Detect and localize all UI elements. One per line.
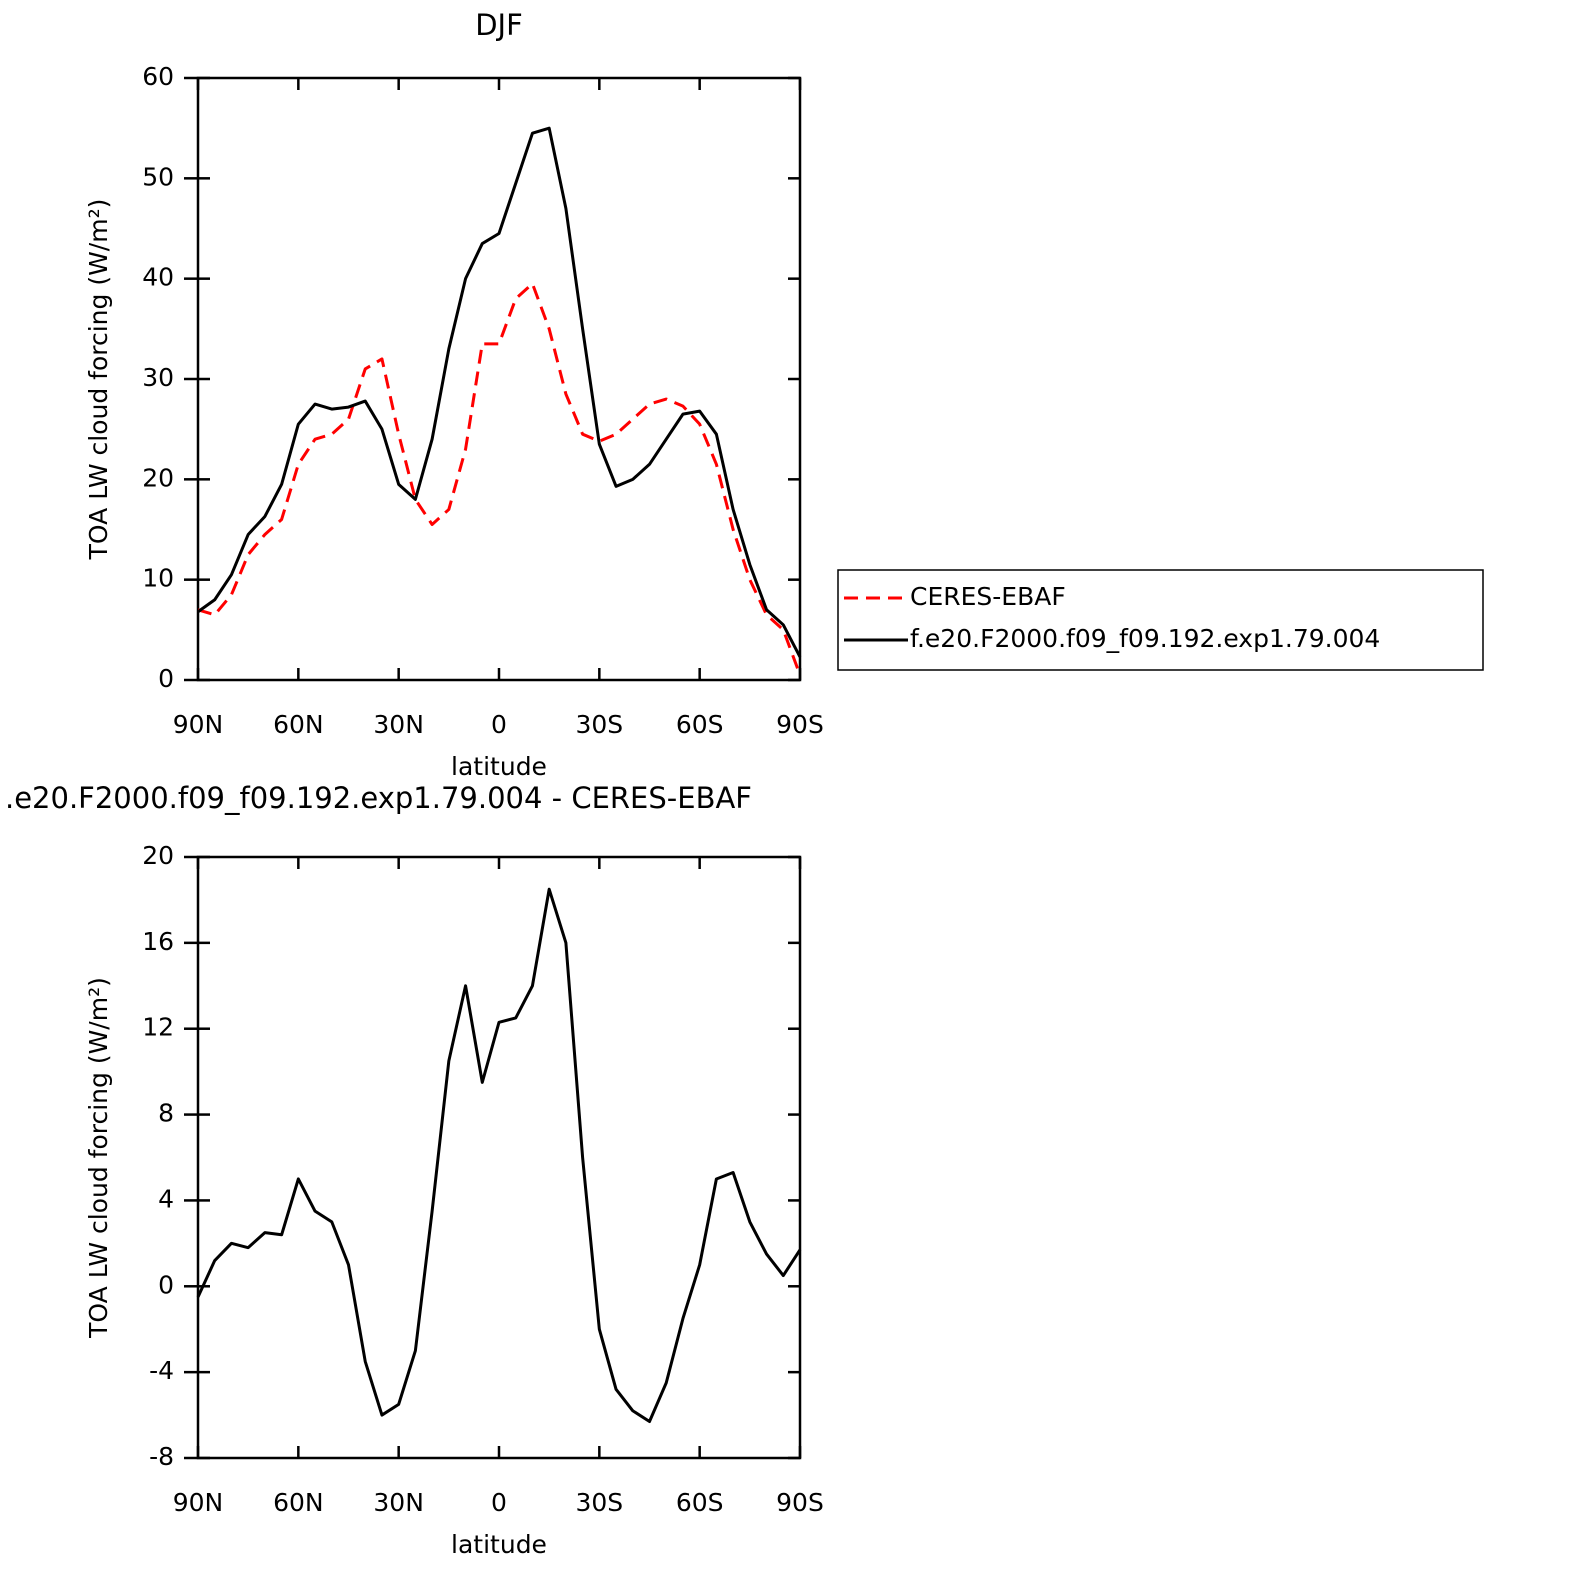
y-tick-label: 0: [158, 1270, 174, 1299]
y-axis-label: TOA LW cloud forcing (W/m²): [84, 977, 113, 1339]
y-tick-label: 20: [142, 841, 174, 870]
x-tick-label: 60N: [273, 1488, 324, 1517]
y-tick-label: 60: [142, 62, 174, 91]
x-tick-label: 30N: [373, 1488, 424, 1517]
legend-label: CERES-EBAF: [910, 582, 1066, 611]
chart-title: DJF: [475, 8, 523, 42]
y-tick-label: 8: [158, 1099, 174, 1128]
x-axis-label: latitude: [451, 1530, 547, 1559]
y-tick-label: -4: [149, 1356, 174, 1385]
x-tick-label: 60S: [676, 1488, 724, 1517]
y-axis-label: TOA LW cloud forcing (W/m²): [84, 199, 113, 561]
data-line: [196, 887, 802, 1424]
y-tick-label: 50: [142, 162, 174, 191]
y-tick-label: 4: [158, 1184, 174, 1213]
legend-box: [837, 569, 1484, 671]
data-line: [197, 126, 802, 658]
y-tick-label: 12: [142, 1013, 174, 1042]
x-tick-label: 30S: [575, 710, 623, 739]
chart-title: .e20.F2000.f09_f09.192.exp1.79.004 - CER…: [5, 781, 752, 815]
x-tick-label: 30S: [575, 1488, 623, 1517]
y-tick-label: -8: [149, 1442, 174, 1471]
y-tick-label: 20: [142, 463, 174, 492]
x-tick-label: 90N: [173, 1488, 224, 1517]
plot-frame: [196, 76, 802, 682]
x-tick-label: 60N: [273, 710, 324, 739]
x-tick-label: 30N: [373, 710, 424, 739]
y-tick-label: 40: [142, 263, 174, 292]
data-line: [197, 282, 802, 676]
y-tick-label: 0: [158, 664, 174, 693]
y-tick-label: 10: [142, 564, 174, 593]
x-tick-label: 90S: [776, 710, 824, 739]
y-tick-label: 16: [142, 927, 174, 956]
plot-frame: [196, 855, 802, 1460]
x-tick-label: 90S: [776, 1488, 824, 1517]
y-tick-label: 30: [142, 363, 174, 392]
x-tick-label: 0: [491, 1488, 507, 1517]
x-tick-label: 60S: [676, 710, 724, 739]
legend-label: f.e20.F2000.f09_f09.192.exp1.79.004: [910, 624, 1380, 653]
x-axis-label: latitude: [451, 752, 547, 781]
x-tick-label: 0: [491, 710, 507, 739]
x-tick-label: 90N: [173, 710, 224, 739]
